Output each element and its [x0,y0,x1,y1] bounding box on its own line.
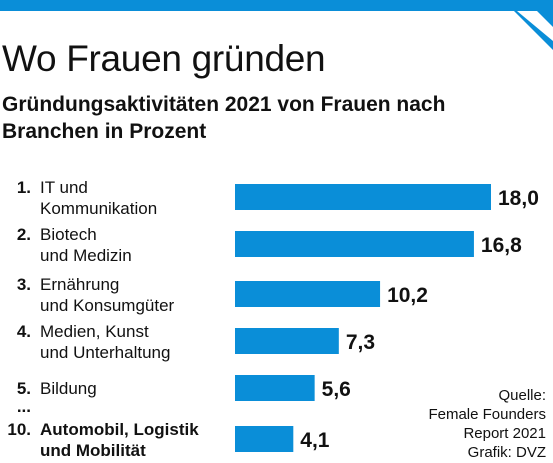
bar-chart: 1. IT und Kommunikation 18,0 2. Biotech und Me… [7,178,539,460]
category-label: Automobil, Logistik [40,420,199,439]
category-label: und Konsumgüter [40,296,175,315]
value-label: 7,3 [346,331,375,354]
category-label: Bildung [40,379,97,398]
value-label: 5,6 [322,378,351,401]
category-label: Ernährung [40,275,119,294]
rank-label: 2. [17,225,31,244]
corner-arrow-icon [503,0,553,50]
chart-subtitle: Gründungsaktivitäten 2021 von Frauen nac… [2,93,446,143]
bar [235,426,294,452]
bar [235,328,339,354]
ellipsis-label: ... [17,397,31,416]
category-label: Medien, Kunst [40,322,149,341]
category-label: und Medizin [40,246,132,265]
category-label: und Unterhaltung [40,343,170,362]
source-note: Quelle: Female Founders Report 2021 Graf… [428,386,546,462]
value-label: 4,1 [300,429,330,452]
category-label: Biotech [40,225,97,244]
rank-label: 1. [17,178,31,197]
bar [235,375,315,401]
category-label: und Mobilität [40,441,146,460]
bar [235,231,474,257]
value-label: 10,2 [387,284,428,307]
chart-title: Wo Frauen gründen [2,38,326,79]
rank-label: 10. [7,420,31,439]
rank-label: 4. [17,322,31,341]
rank-label: 3. [17,275,31,294]
top-accent-bar [0,0,553,11]
credit-line: Grafik: DVZ [467,444,546,461]
source-line: Female Founders [428,406,546,423]
source-line: Report 2021 [463,425,546,442]
value-label: 16,8 [481,234,522,257]
value-label: 18,0 [498,187,539,210]
bar [235,184,491,210]
category-label: IT und [40,178,88,197]
category-label: Kommunikation [40,199,157,218]
source-line: Quelle: [498,387,546,404]
bar [235,281,381,307]
rank-label: 5. [17,379,31,398]
